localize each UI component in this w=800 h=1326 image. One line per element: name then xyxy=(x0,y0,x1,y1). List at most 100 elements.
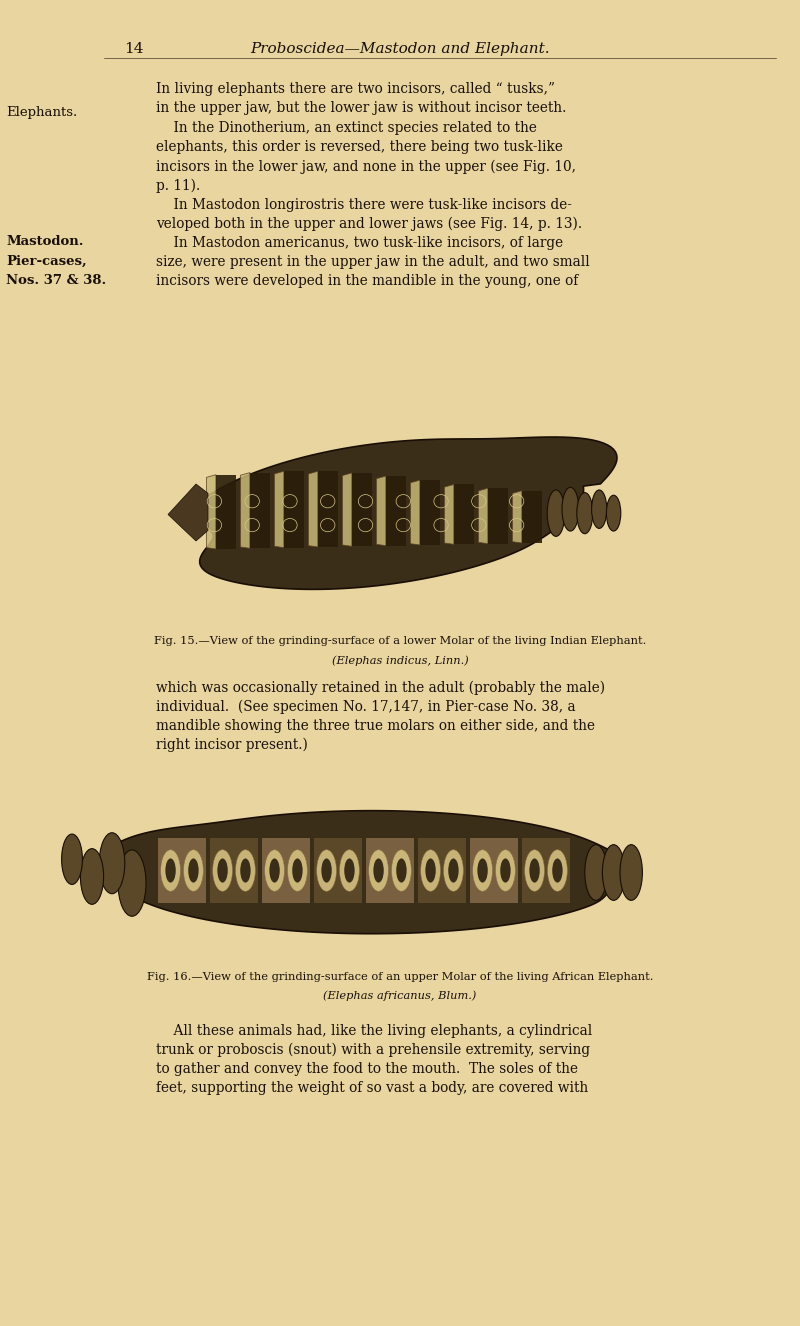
Text: incisors in the lower jaw, and none in the upper (see Fig. 10,: incisors in the lower jaw, and none in t… xyxy=(156,159,576,174)
Text: mandible showing the three true molars on either side, and the: mandible showing the three true molars o… xyxy=(156,719,595,733)
Text: veloped both in the upper and lower jaws (see Fig. 14, p. 13).: veloped both in the upper and lower jaws… xyxy=(156,216,582,231)
Ellipse shape xyxy=(562,487,578,530)
Text: In Mastodon americanus, two tusk-like incisors, of large: In Mastodon americanus, two tusk-like in… xyxy=(156,236,563,251)
Polygon shape xyxy=(454,484,474,545)
Polygon shape xyxy=(366,838,414,903)
Ellipse shape xyxy=(620,845,642,900)
Polygon shape xyxy=(216,475,235,549)
Text: Proboscidea—Mastodon and Elephant.: Proboscidea—Mastodon and Elephant. xyxy=(250,42,550,57)
Polygon shape xyxy=(318,471,338,548)
Polygon shape xyxy=(470,838,518,903)
Ellipse shape xyxy=(478,858,488,883)
Polygon shape xyxy=(522,491,542,544)
Text: Fig. 15.—View of the grinding-surface of a lower Molar of the living Indian Elep: Fig. 15.—View of the grinding-surface of… xyxy=(154,636,646,647)
Text: Elephants.: Elephants. xyxy=(6,106,78,119)
Ellipse shape xyxy=(602,845,625,900)
Text: Fig. 16.—View of the grinding-surface of an upper Molar of the living African El: Fig. 16.—View of the grinding-surface of… xyxy=(146,972,654,983)
Text: feet, supporting the weight of so vast a body, are covered with: feet, supporting the weight of so vast a… xyxy=(156,1082,588,1095)
Text: size, were present in the upper jaw in the adult, and two small: size, were present in the upper jaw in t… xyxy=(156,255,590,269)
Ellipse shape xyxy=(118,850,146,916)
Polygon shape xyxy=(102,810,642,934)
Text: which was occasionally retained in the adult (probably the male): which was occasionally retained in the a… xyxy=(156,680,605,695)
Ellipse shape xyxy=(166,858,176,883)
Ellipse shape xyxy=(552,858,562,883)
Text: in the upper jaw, but the lower jaw is without incisor teeth.: in the upper jaw, but the lower jaw is w… xyxy=(156,102,566,115)
Ellipse shape xyxy=(240,858,250,883)
Ellipse shape xyxy=(391,850,411,891)
Polygon shape xyxy=(274,471,284,548)
Text: In the Dinotherium, an extinct species related to the: In the Dinotherium, an extinct species r… xyxy=(156,121,537,135)
Polygon shape xyxy=(418,838,466,903)
Text: In Mastodon longirostris there were tusk-like incisors de-: In Mastodon longirostris there were tusk… xyxy=(156,198,572,212)
Ellipse shape xyxy=(188,858,198,883)
Polygon shape xyxy=(377,476,386,546)
Text: Pier-cases,: Pier-cases, xyxy=(6,255,87,268)
Polygon shape xyxy=(250,472,270,549)
Ellipse shape xyxy=(62,834,82,884)
Text: 14: 14 xyxy=(124,42,143,57)
Ellipse shape xyxy=(270,858,280,883)
Polygon shape xyxy=(420,480,440,545)
Ellipse shape xyxy=(448,858,458,883)
Ellipse shape xyxy=(585,845,607,900)
Ellipse shape xyxy=(339,850,359,891)
Polygon shape xyxy=(445,484,454,545)
Ellipse shape xyxy=(443,850,463,891)
Ellipse shape xyxy=(606,495,621,530)
Ellipse shape xyxy=(161,850,181,891)
Ellipse shape xyxy=(369,850,389,891)
Ellipse shape xyxy=(374,858,384,883)
Polygon shape xyxy=(262,838,310,903)
Ellipse shape xyxy=(344,858,354,883)
Polygon shape xyxy=(342,473,352,546)
Ellipse shape xyxy=(591,489,606,528)
Ellipse shape xyxy=(426,858,436,883)
Text: elephants, this order is reversed, there being two tusk-like: elephants, this order is reversed, there… xyxy=(156,139,563,154)
Ellipse shape xyxy=(421,850,441,891)
Ellipse shape xyxy=(547,489,565,537)
Text: Nos. 37 & 38.: Nos. 37 & 38. xyxy=(6,274,106,288)
Polygon shape xyxy=(522,838,570,903)
Ellipse shape xyxy=(183,850,203,891)
Text: Mastodon.: Mastodon. xyxy=(6,235,84,248)
Polygon shape xyxy=(158,838,206,903)
Text: individual.  (See specimen No. 17,147, in Pier-case No. 38, a: individual. (See specimen No. 17,147, in… xyxy=(156,700,576,713)
Polygon shape xyxy=(168,484,208,541)
Polygon shape xyxy=(210,838,258,903)
Text: All these animals had, like the living elephants, a cylindrical: All these animals had, like the living e… xyxy=(156,1024,592,1038)
Ellipse shape xyxy=(473,850,493,891)
Polygon shape xyxy=(352,473,371,546)
Ellipse shape xyxy=(287,850,307,891)
Ellipse shape xyxy=(213,850,233,891)
Polygon shape xyxy=(488,488,507,544)
Polygon shape xyxy=(309,471,318,548)
Polygon shape xyxy=(314,838,362,903)
Polygon shape xyxy=(512,491,522,544)
Polygon shape xyxy=(284,471,304,548)
Ellipse shape xyxy=(317,850,337,891)
Ellipse shape xyxy=(495,850,515,891)
Ellipse shape xyxy=(218,858,228,883)
Polygon shape xyxy=(386,476,406,546)
Polygon shape xyxy=(410,480,420,545)
Ellipse shape xyxy=(530,858,540,883)
Ellipse shape xyxy=(322,858,332,883)
Ellipse shape xyxy=(577,493,593,533)
Text: (Elephas africanus, Blum.): (Elephas africanus, Blum.) xyxy=(323,991,477,1001)
Polygon shape xyxy=(240,472,250,549)
Ellipse shape xyxy=(99,833,125,894)
Ellipse shape xyxy=(235,850,255,891)
Ellipse shape xyxy=(80,849,104,904)
Text: (Elephas indicus, Linn.): (Elephas indicus, Linn.) xyxy=(332,655,468,666)
Ellipse shape xyxy=(547,850,567,891)
Text: incisors were developed in the mandible in the young, one of: incisors were developed in the mandible … xyxy=(156,274,578,289)
Ellipse shape xyxy=(396,858,406,883)
Text: trunk or proboscis (snout) with a prehensile extremity, serving: trunk or proboscis (snout) with a prehen… xyxy=(156,1042,590,1057)
Text: to gather and convey the food to the mouth.  The soles of the: to gather and convey the food to the mou… xyxy=(156,1062,578,1077)
Polygon shape xyxy=(196,438,617,589)
Polygon shape xyxy=(206,475,216,549)
Ellipse shape xyxy=(525,850,545,891)
Ellipse shape xyxy=(500,858,510,883)
Text: p. 11).: p. 11). xyxy=(156,178,200,192)
Polygon shape xyxy=(478,488,488,544)
